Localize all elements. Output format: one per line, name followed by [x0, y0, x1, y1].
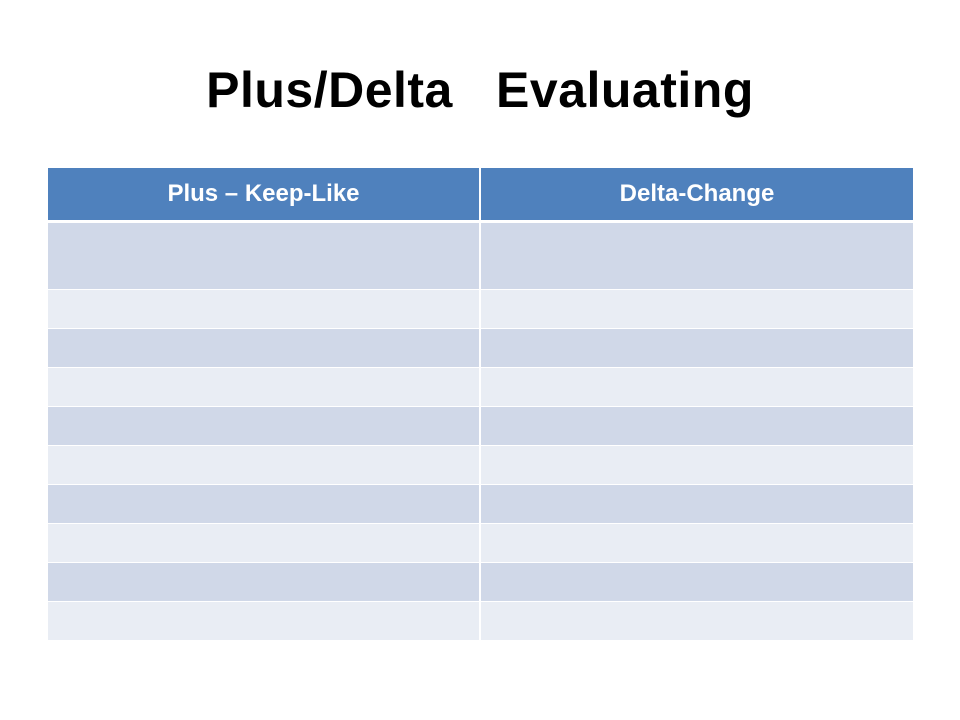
table-row	[48, 289, 913, 329]
table-row	[48, 367, 913, 407]
header-plus-keep-like: Plus – Keep-Like	[48, 168, 481, 223]
table-row	[48, 562, 913, 602]
delta-cell[interactable]	[480, 406, 913, 446]
table-row	[48, 484, 913, 524]
plus-cell[interactable]	[48, 484, 481, 524]
table-row	[48, 523, 913, 563]
delta-cell[interactable]	[480, 562, 913, 602]
table-row	[48, 221, 913, 290]
delta-cell[interactable]	[480, 289, 913, 329]
table-row	[48, 328, 913, 368]
table-row	[48, 445, 913, 485]
delta-cell[interactable]	[480, 221, 913, 290]
plus-cell[interactable]	[48, 406, 481, 446]
delta-cell[interactable]	[480, 445, 913, 485]
plus-delta-table: Plus – Keep-Like Delta-Change	[48, 168, 913, 641]
plus-cell[interactable]	[48, 562, 481, 602]
table-row	[48, 406, 913, 446]
plus-cell[interactable]	[48, 328, 481, 368]
slide-title: Plus/Delta Evaluating	[206, 62, 754, 118]
delta-cell[interactable]	[480, 367, 913, 407]
plus-cell[interactable]	[48, 221, 481, 290]
delta-cell[interactable]	[480, 484, 913, 524]
delta-cell[interactable]	[480, 523, 913, 563]
delta-cell[interactable]	[480, 601, 913, 641]
header-delta-change: Delta-Change	[480, 168, 913, 223]
plus-cell[interactable]	[48, 367, 481, 407]
plus-cell[interactable]	[48, 523, 481, 563]
plus-cell[interactable]	[48, 289, 481, 329]
delta-cell[interactable]	[480, 328, 913, 368]
plus-cell[interactable]	[48, 445, 481, 485]
table-header-row: Plus – Keep-Like Delta-Change	[48, 168, 913, 223]
table-row	[48, 601, 913, 641]
plus-cell[interactable]	[48, 601, 481, 641]
